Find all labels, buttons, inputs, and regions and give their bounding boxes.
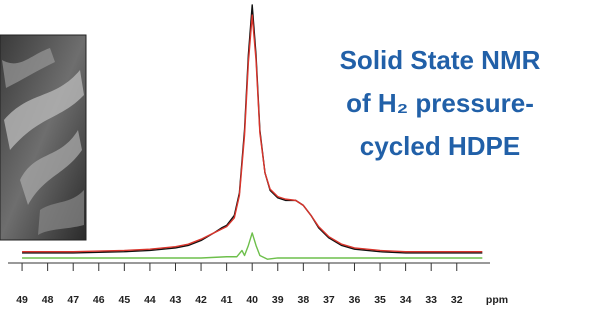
- title-line: cycled HDPE: [360, 131, 520, 161]
- chart: Solid State NMR of H₂ pressure-cycled HDP…: [0, 0, 595, 310]
- title-line: Solid State NMR: [340, 45, 541, 75]
- x-tick-label: 45: [119, 294, 131, 306]
- x-tick-label: 43: [170, 294, 182, 306]
- x-tick-label: 33: [425, 294, 437, 306]
- x-tick-label: 48: [42, 294, 54, 306]
- x-tick-label: 32: [451, 294, 463, 306]
- x-tick-label: 46: [93, 294, 105, 306]
- title-line: of H₂ pressure-: [346, 88, 534, 118]
- x-tick-label: 34: [400, 294, 412, 306]
- x-tick-label: 49: [16, 294, 28, 306]
- x-tick-label: 44: [144, 294, 156, 306]
- x-tick-label: 47: [67, 294, 79, 306]
- x-axis-label: ppm: [486, 294, 508, 306]
- title: Solid State NMR of H₂ pressure-cycled HDP…: [340, 45, 541, 161]
- x-tick-label: 38: [297, 294, 309, 306]
- x-tick-label: 42: [195, 294, 207, 306]
- micrograph: [0, 35, 86, 240]
- x-tick-label: 37: [323, 294, 335, 306]
- x-tick-label: 39: [272, 294, 284, 306]
- spectrum-line: [22, 233, 482, 259]
- x-tick-label: 41: [221, 294, 233, 306]
- x-tick-label: 40: [246, 294, 258, 306]
- x-tick-label: 35: [374, 294, 386, 306]
- page: Solid State NMR of H₂ pressure-cycled HDP…: [0, 0, 595, 310]
- spectrum-line: [22, 5, 482, 253]
- x-tick-label: 36: [349, 294, 361, 306]
